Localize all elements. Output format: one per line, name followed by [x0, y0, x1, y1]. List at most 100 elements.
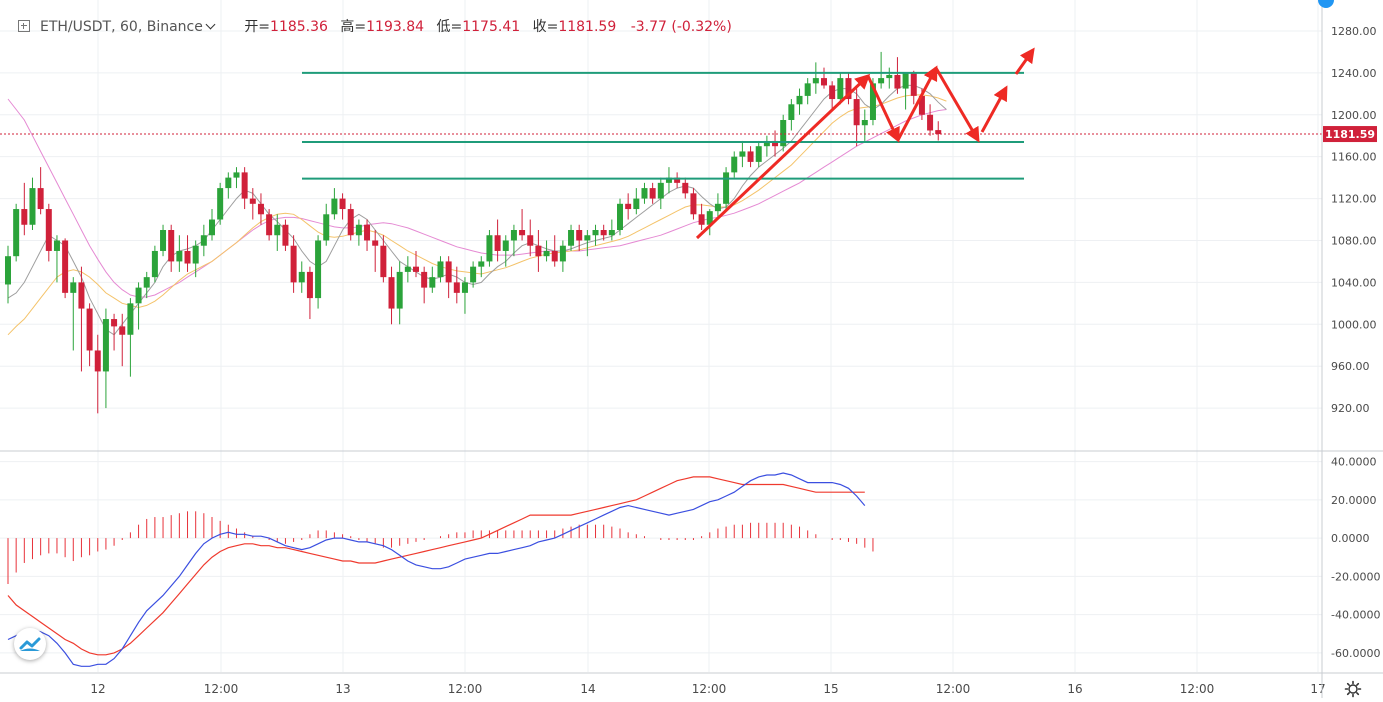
- x-tick-label: 12:00: [692, 682, 727, 696]
- candle-body: [829, 85, 836, 100]
- macd-tick-label: 40.0000: [1331, 456, 1377, 469]
- candle-body: [674, 177, 681, 183]
- candle-body: [160, 230, 167, 251]
- candle-body: [837, 78, 844, 100]
- candle-body: [625, 203, 632, 210]
- candle-body: [796, 95, 803, 105]
- candle-body: [559, 245, 566, 262]
- symbol-title[interactable]: ETH/USDT, 60, Binance: [40, 19, 203, 35]
- candle-body: [290, 245, 297, 283]
- candle-body: [364, 224, 371, 241]
- candle-body: [5, 256, 11, 285]
- candle-body: [788, 104, 795, 120]
- candle-body: [209, 219, 215, 236]
- candle-body: [763, 140, 770, 147]
- price-tick-label: 1120.00: [1331, 193, 1377, 206]
- candle-body: [918, 95, 925, 115]
- candle-body: [119, 326, 126, 335]
- candle-body: [649, 188, 656, 199]
- candle-body: [453, 282, 460, 293]
- price-pane: [0, 47, 1322, 414]
- candle-body: [168, 230, 175, 262]
- candle-body: [53, 240, 60, 251]
- candle-body: [94, 350, 101, 372]
- candle-body: [690, 193, 697, 215]
- high-label: 高=: [340, 19, 367, 35]
- tradingview-logo-icon[interactable]: [14, 628, 46, 660]
- macd-pane: [7, 472, 874, 667]
- candle-body: [804, 83, 811, 96]
- macd-tick-label: 0.0000: [1331, 532, 1370, 545]
- candle-body: [143, 277, 150, 288]
- candle-body: [111, 319, 118, 327]
- candle-body: [62, 240, 69, 293]
- candle-body: [845, 78, 852, 100]
- candle-body: [600, 230, 607, 236]
- candle-body: [723, 172, 730, 204]
- candle-body: [176, 250, 183, 262]
- candle-body: [21, 209, 28, 225]
- candle-body: [535, 245, 542, 257]
- candle-body: [935, 130, 942, 135]
- trend-arrow[interactable]: [866, 75, 900, 143]
- candle-body: [861, 120, 868, 126]
- candle-body: [902, 72, 909, 89]
- candle-body: [821, 78, 827, 86]
- macd-line: [7, 472, 866, 667]
- candle-body: [527, 235, 534, 246]
- candle-body: [151, 250, 158, 278]
- candle-body: [127, 303, 134, 335]
- open-label: 开=: [244, 19, 271, 35]
- candle-body: [445, 261, 452, 283]
- candle-body: [878, 78, 885, 84]
- price-tick-label: 1280.00: [1331, 25, 1377, 38]
- candle-body: [323, 214, 330, 241]
- candle-body: [731, 156, 738, 173]
- notification-icon[interactable]: [1318, 0, 1334, 8]
- candle-body: [86, 308, 93, 351]
- candle-body: [13, 209, 20, 257]
- expand-icon[interactable]: [18, 20, 30, 32]
- trend-arrow[interactable]: [1014, 47, 1035, 75]
- candle-body: [413, 266, 419, 272]
- candle-body: [266, 214, 273, 236]
- trend-arrow[interactable]: [695, 73, 871, 240]
- candle-body: [437, 261, 444, 278]
- candle-body: [502, 240, 509, 251]
- x-tick-label: 13: [335, 682, 350, 696]
- x-tick-label: 12:00: [204, 682, 239, 696]
- macd-signal-line: [7, 476, 865, 656]
- x-tick-label: 12:00: [1180, 682, 1215, 696]
- chevron-down-icon[interactable]: [205, 19, 216, 30]
- candle-body: [584, 235, 591, 241]
- trend-arrow[interactable]: [980, 85, 1008, 133]
- macd-tick-label: -20.0000: [1331, 570, 1380, 583]
- candle-body: [470, 266, 477, 283]
- candle-body: [853, 99, 860, 126]
- candle-body: [339, 198, 346, 210]
- price-tick-label: 1080.00: [1331, 234, 1377, 247]
- candle-body: [331, 198, 338, 215]
- low-value: 1175.41: [462, 19, 521, 35]
- candle-body: [192, 245, 199, 264]
- candle-body: [551, 250, 558, 262]
- candle-body: [576, 230, 583, 241]
- candle-body: [70, 282, 77, 293]
- candle-body: [486, 235, 493, 262]
- candle-body: [682, 182, 689, 194]
- trend-arrow[interactable]: [934, 67, 980, 143]
- candle-body: [372, 240, 379, 246]
- candle-body: [698, 214, 705, 225]
- candle-body: [274, 224, 281, 236]
- candle-body: [282, 224, 289, 246]
- gear-icon[interactable]: [1344, 680, 1362, 698]
- trend-arrow[interactable]: [896, 65, 938, 141]
- candle-body: [657, 182, 664, 199]
- candle-body: [306, 271, 313, 299]
- candle-body: [404, 266, 411, 272]
- candle-body: [241, 172, 248, 199]
- candle-body: [37, 188, 44, 210]
